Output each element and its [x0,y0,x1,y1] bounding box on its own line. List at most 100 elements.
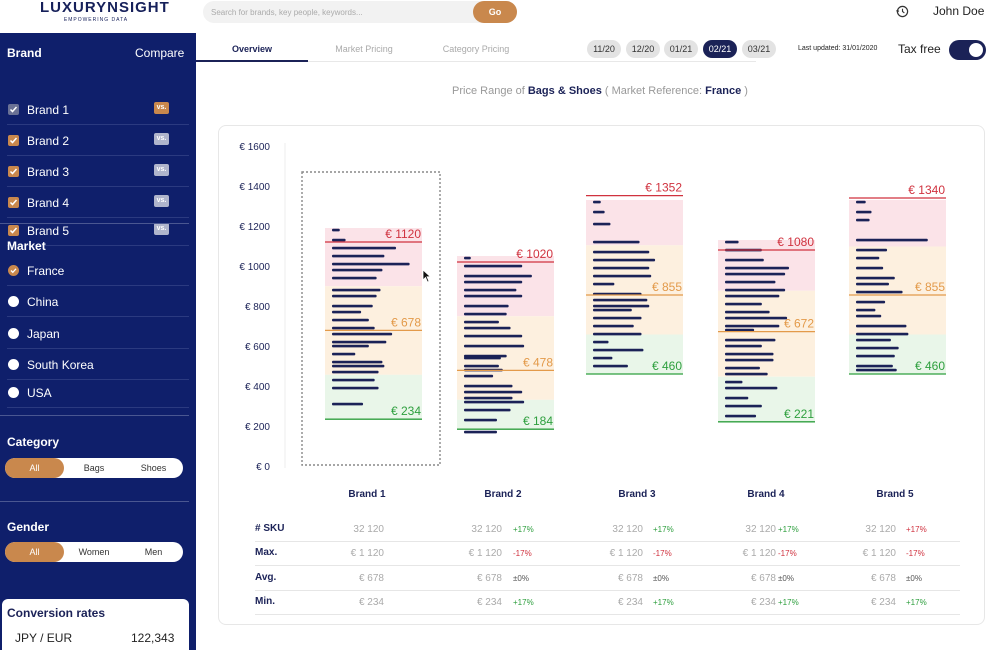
market-label: China [27,295,59,309]
stat-value: 32 120 [745,524,776,535]
view-tabs: Overview Market Pricing Category Pricing [196,38,756,62]
heading-category: Bags & Shoes [527,85,602,97]
gender-option-men[interactable]: Men [144,547,163,557]
heading-mid: ( Market Reference: [604,85,703,97]
stat-delta: +17% [513,525,534,534]
tab-market-pricing[interactable]: Market Pricing [335,44,393,54]
checkbox-icon[interactable] [8,104,19,115]
stat-value: 32 120 [353,524,384,535]
stat-value: € 234 [750,597,776,608]
radio-icon[interactable] [8,296,19,307]
brand-filter-item[interactable]: Brand 4 vs. [7,188,189,218]
period-11-20[interactable]: 11/20 [587,40,621,58]
category-section-title: Category [7,435,60,449]
stat-delta: +17% [653,598,674,607]
logo[interactable]: LUXURYNSIGHT EMPOWERING DATA [40,0,169,23]
conversion-rates-title: Conversion rates [7,606,106,620]
stat-value: € 678 [750,573,776,584]
stat-value: 32 120 [865,524,896,535]
market-label: USA [27,386,52,400]
tab-overview[interactable]: Overview [196,38,308,62]
brand-filter-item[interactable]: Brand 1 vs. [7,95,189,125]
search-go-button[interactable]: Go [473,1,517,23]
heading-prefix: Price Range of [452,85,525,97]
stat-delta: +17% [906,525,927,534]
brand-filter-item[interactable]: Brand 3 vs. [7,157,189,187]
tax-free-label: Tax free [898,42,941,56]
x-axis-brand-label: Brand 5 [876,489,914,500]
category-option-bags[interactable]: Bags [83,463,105,473]
checkbox-icon[interactable] [8,166,19,177]
conversion-rates-panel: Conversion rates JPY / EUR 122,343 [2,599,189,650]
history-icon[interactable] [896,5,909,18]
stats-row: Min. € 234 € 234 +17% € 234 +17% € 234 +17% € 23… [255,591,960,615]
stat-value: € 1 120 [742,548,776,559]
x-axis-brand-label: Brand 3 [618,489,656,500]
x-axis-brand-label: Brand 1 [348,489,386,500]
brand-filter-item[interactable]: Brand 2 vs. [7,126,189,156]
market-section-title: Market [7,239,46,253]
compare-vs-button[interactable]: vs. [154,133,169,145]
sidebar-divider [0,501,189,502]
stat-value: € 1 120 [609,548,643,559]
stat-value: € 678 [358,573,384,584]
period-03-21[interactable]: 03/21 [742,40,776,58]
stat-delta: -17% [653,549,672,558]
compare-vs-button[interactable]: vs. [154,164,169,176]
brand-label: Brand 5 [27,224,70,238]
market-filter-item[interactable]: France [7,256,189,286]
radio-icon[interactable] [8,265,19,276]
search-bar: Go [203,1,517,23]
period-12-20[interactable]: 12/20 [626,40,660,58]
stat-delta: -17% [906,549,925,558]
stat-value: € 234 [358,597,384,608]
compare-vs-button[interactable]: vs. [154,102,169,114]
sidebar-divider [0,415,189,416]
market-filter-item[interactable]: USA [7,378,189,408]
conversion-pair: JPY / EUR [15,631,73,645]
market-filter-item[interactable]: China [7,287,189,317]
checkbox-icon[interactable] [8,135,19,146]
stat-label: Avg. [255,572,277,583]
search-input[interactable] [211,4,471,20]
market-label: France [27,264,65,278]
market-filter-item[interactable]: South Korea [7,350,189,380]
stat-value: 32 120 [612,524,643,535]
last-updated: Last updated: 31/01/2020 [798,45,878,52]
heading-suffix: ) [744,85,748,97]
market-filter-item[interactable]: Japan [7,319,189,349]
compare-vs-button[interactable]: vs. [154,195,169,207]
x-axis-brand-label: Brand 4 [747,489,785,500]
top-bar: LUXURYNSIGHT EMPOWERING DATA Go John Doe [0,0,1000,28]
radio-icon[interactable] [8,328,19,339]
conversion-value: 122,343 [131,631,175,645]
stat-value: € 234 [870,597,896,608]
stat-delta: ±0% [513,574,529,583]
stat-delta: -17% [778,549,797,558]
stat-label: # SKU [255,523,285,534]
gender-option-women[interactable]: Women [78,547,110,557]
stats-row: Max. € 1 120 € 1 120 -17% € 1 120 -17% € 1 120… [255,542,960,566]
gender-option-all[interactable]: All [5,542,64,562]
category-option-shoes[interactable]: Shoes [140,463,167,473]
user-name[interactable]: John Doe [933,4,985,18]
brand-label: Brand 1 [27,103,70,117]
checkbox-icon[interactable] [8,225,19,236]
radio-icon[interactable] [8,359,19,370]
x-axis-brand-label: Brand 2 [484,489,522,500]
stat-delta: ±0% [778,574,794,583]
stat-label: Max. [255,547,278,558]
category-option-all[interactable]: All [5,458,64,478]
logo-tagline: EMPOWERING DATA [63,17,129,23]
stat-value: € 234 [617,597,643,608]
period-02-21[interactable]: 02/21 [703,40,737,58]
tax-free-toggle[interactable] [949,40,986,60]
compare-vs-button[interactable]: vs. [154,223,169,235]
period-01-21[interactable]: 01/21 [664,40,698,58]
market-label: Japan [27,327,60,341]
tab-category-pricing[interactable]: Category Pricing [442,44,510,54]
brand-filter-item[interactable]: Brand 5 vs. [7,216,189,246]
radio-icon[interactable] [8,387,19,398]
checkbox-icon[interactable] [8,197,19,208]
stat-value: € 678 [870,573,896,584]
